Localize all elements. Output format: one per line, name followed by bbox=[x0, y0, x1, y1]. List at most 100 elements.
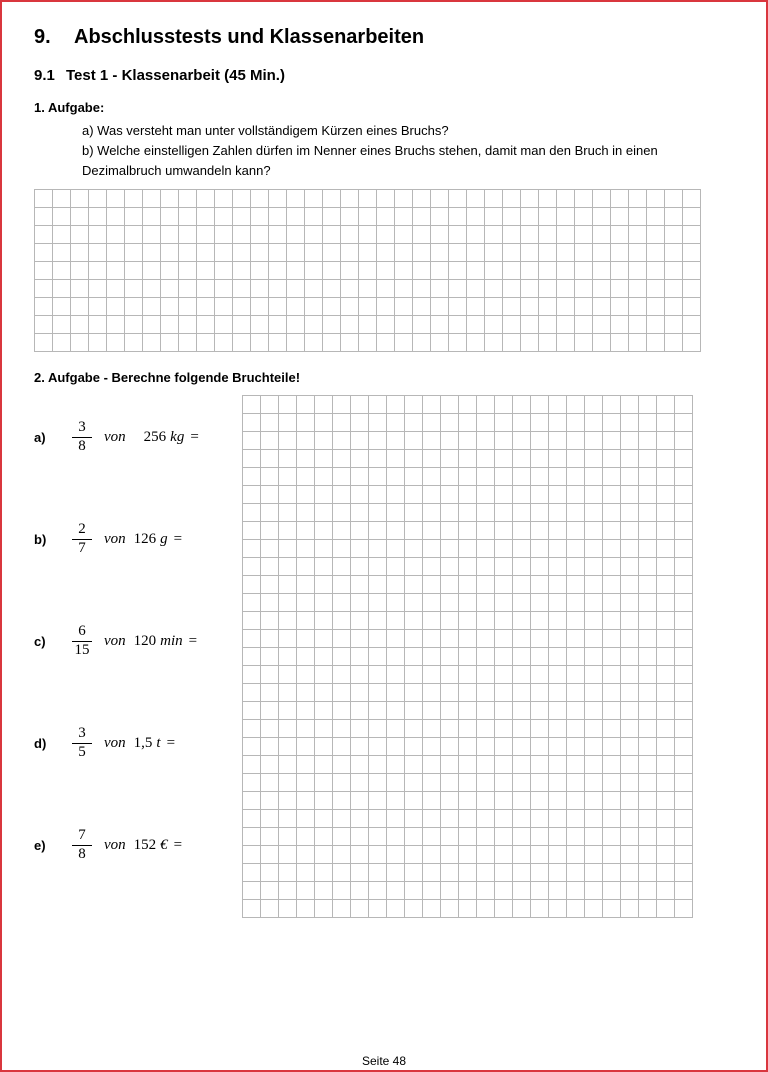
grid-cell bbox=[297, 612, 315, 630]
grid-cell bbox=[261, 648, 279, 666]
grid-cell bbox=[531, 522, 549, 540]
grid-cell bbox=[405, 810, 423, 828]
grid-cell bbox=[675, 450, 693, 468]
grid-cell bbox=[549, 432, 567, 450]
grid-cell bbox=[125, 226, 143, 244]
grid-cell bbox=[585, 720, 603, 738]
grid-cell bbox=[557, 298, 575, 316]
grid-cell bbox=[431, 226, 449, 244]
grid-cell bbox=[413, 280, 431, 298]
grid-cell bbox=[305, 226, 323, 244]
grid-cell bbox=[351, 522, 369, 540]
grid-cell bbox=[215, 262, 233, 280]
grid-cell bbox=[179, 262, 197, 280]
grid-cell bbox=[333, 450, 351, 468]
grid-cell bbox=[657, 846, 675, 864]
grid-cell bbox=[657, 540, 675, 558]
grid-cell bbox=[395, 316, 413, 334]
grid-cell bbox=[531, 666, 549, 684]
grid-cell bbox=[611, 208, 629, 226]
chapter-heading: 9.Abschlusstests und Klassenarbeiten bbox=[34, 26, 734, 49]
grid-cell bbox=[341, 316, 359, 334]
grid-cell bbox=[639, 504, 657, 522]
grid-cell bbox=[585, 486, 603, 504]
fraction-numerator: 6 bbox=[76, 624, 88, 640]
grid-cell bbox=[585, 432, 603, 450]
grid-cell bbox=[503, 316, 521, 334]
grid-cell bbox=[549, 720, 567, 738]
grid-cell bbox=[603, 414, 621, 432]
grid-cell bbox=[315, 576, 333, 594]
grid-cell bbox=[657, 576, 675, 594]
grid-cell bbox=[675, 774, 693, 792]
grid-cell bbox=[557, 280, 575, 298]
grid-cell bbox=[611, 244, 629, 262]
grid-cell bbox=[71, 298, 89, 316]
fraction-denominator: 8 bbox=[76, 439, 88, 455]
grid-cell bbox=[261, 450, 279, 468]
grid-cell bbox=[387, 846, 405, 864]
grid-cell bbox=[459, 720, 477, 738]
grid-cell bbox=[503, 262, 521, 280]
grid-cell bbox=[531, 504, 549, 522]
grid-cell bbox=[53, 190, 71, 208]
grid-cell bbox=[467, 208, 485, 226]
grid-cell bbox=[459, 468, 477, 486]
grid-cell bbox=[567, 504, 585, 522]
grid-cell bbox=[405, 504, 423, 522]
grid-cell bbox=[215, 244, 233, 262]
grid-cell bbox=[575, 280, 593, 298]
grid-cell bbox=[441, 792, 459, 810]
grid-cell bbox=[387, 504, 405, 522]
grid-cell bbox=[495, 756, 513, 774]
grid-cell bbox=[377, 280, 395, 298]
grid-cell bbox=[585, 594, 603, 612]
grid-cell bbox=[315, 504, 333, 522]
grid-cell bbox=[279, 774, 297, 792]
grid-cell bbox=[531, 450, 549, 468]
grid-cell bbox=[441, 882, 459, 900]
grid-cell bbox=[405, 468, 423, 486]
grid-cell bbox=[477, 630, 495, 648]
grid-cell bbox=[531, 540, 549, 558]
grid-cell bbox=[621, 702, 639, 720]
grid-cell bbox=[143, 298, 161, 316]
grid-cell bbox=[413, 316, 431, 334]
grid-cell bbox=[279, 522, 297, 540]
grid-cell bbox=[521, 280, 539, 298]
grid-cell bbox=[665, 280, 683, 298]
grid-cell bbox=[431, 334, 449, 352]
grid-cell bbox=[305, 262, 323, 280]
grid-cell bbox=[423, 486, 441, 504]
grid-cell bbox=[513, 702, 531, 720]
grid-cell bbox=[639, 396, 657, 414]
grid-cell bbox=[477, 864, 495, 882]
grid-cell bbox=[665, 316, 683, 334]
grid-cell bbox=[557, 334, 575, 352]
grid-cell bbox=[261, 558, 279, 576]
fraction-numerator: 2 bbox=[76, 522, 88, 538]
grid-cell bbox=[243, 504, 261, 522]
grid-cell bbox=[315, 540, 333, 558]
grid-cell bbox=[621, 612, 639, 630]
grid-cell bbox=[261, 828, 279, 846]
grid-cell bbox=[639, 792, 657, 810]
grid-cell bbox=[35, 316, 53, 334]
grid-cell bbox=[495, 558, 513, 576]
grid-cell bbox=[485, 298, 503, 316]
grid-cell bbox=[567, 882, 585, 900]
grid-cell bbox=[531, 810, 549, 828]
grid-cell bbox=[279, 414, 297, 432]
task1-answer-grid bbox=[34, 189, 701, 352]
grid-cell bbox=[387, 594, 405, 612]
grid-cell bbox=[107, 244, 125, 262]
grid-cell bbox=[621, 666, 639, 684]
grid-cell bbox=[405, 450, 423, 468]
grid-cell bbox=[459, 684, 477, 702]
grid-cell bbox=[377, 316, 395, 334]
grid-cell bbox=[441, 774, 459, 792]
grid-cell bbox=[485, 334, 503, 352]
grid-cell bbox=[549, 828, 567, 846]
grid-cell bbox=[675, 792, 693, 810]
grid-cell bbox=[477, 594, 495, 612]
